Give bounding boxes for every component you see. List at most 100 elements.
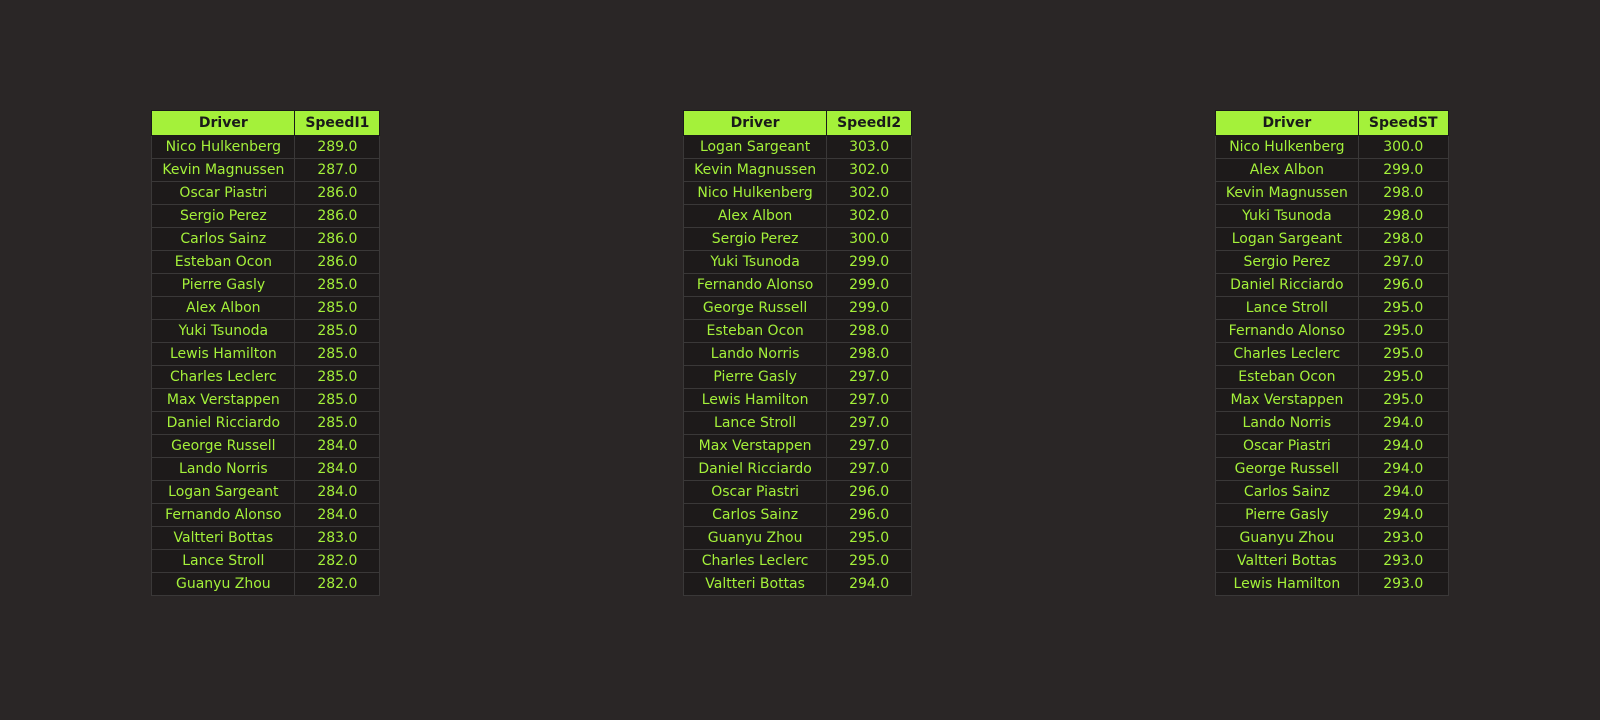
driver-cell: Kevin Magnussen (152, 159, 295, 182)
table-row: Guanyu Zhou295.0 (684, 527, 912, 550)
driver-cell: Lando Norris (152, 458, 295, 481)
driver-cell: Daniel Ricciardo (684, 458, 827, 481)
driver-cell: Carlos Sainz (1215, 481, 1358, 504)
tables-container: Driver SpeedI1 Nico Hulkenberg289.0Kevin… (0, 110, 1600, 596)
speed-cell: 298.0 (827, 320, 912, 343)
driver-cell: Alex Albon (152, 297, 295, 320)
driver-cell: Kevin Magnussen (684, 159, 827, 182)
table-row: Logan Sargeant298.0 (1215, 228, 1448, 251)
driver-cell: Yuki Tsunoda (1215, 205, 1358, 228)
driver-cell: Lance Stroll (1215, 297, 1358, 320)
speed-cell: 285.0 (295, 412, 380, 435)
driver-cell: Guanyu Zhou (684, 527, 827, 550)
driver-cell: Carlos Sainz (684, 504, 827, 527)
driver-cell: Fernando Alonso (684, 274, 827, 297)
driver-cell: Sergio Perez (1215, 251, 1358, 274)
speed-cell: 293.0 (1358, 527, 1448, 550)
table-row: Fernando Alonso284.0 (152, 504, 380, 527)
speed-cell: 299.0 (827, 251, 912, 274)
table-row: Oscar Piastri294.0 (1215, 435, 1448, 458)
driver-cell: Pierre Gasly (152, 274, 295, 297)
table-row: Carlos Sainz296.0 (684, 504, 912, 527)
speed-cell: 302.0 (827, 205, 912, 228)
driver-cell: Valtteri Bottas (684, 573, 827, 596)
table-row: Lance Stroll282.0 (152, 550, 380, 573)
table-row: Alex Albon285.0 (152, 297, 380, 320)
driver-cell: Charles Leclerc (1215, 343, 1358, 366)
table-row: Yuki Tsunoda299.0 (684, 251, 912, 274)
speed-cell: 298.0 (1358, 228, 1448, 251)
table-row: Valtteri Bottas293.0 (1215, 550, 1448, 573)
speed-cell: 295.0 (1358, 320, 1448, 343)
table-row: Kevin Magnussen298.0 (1215, 182, 1448, 205)
speed-cell: 287.0 (295, 159, 380, 182)
speedi2-table: Driver SpeedI2 Logan Sargeant303.0Kevin … (683, 110, 912, 596)
driver-cell: Oscar Piastri (1215, 435, 1358, 458)
table-row: Sergio Perez286.0 (152, 205, 380, 228)
table-row: Charles Leclerc285.0 (152, 366, 380, 389)
column-header-speed: SpeedI2 (827, 111, 912, 136)
table-row: Lewis Hamilton297.0 (684, 389, 912, 412)
driver-cell: George Russell (152, 435, 295, 458)
table-row: Yuki Tsunoda298.0 (1215, 205, 1448, 228)
table-row: Kevin Magnussen302.0 (684, 159, 912, 182)
speed-cell: 295.0 (1358, 389, 1448, 412)
driver-cell: Daniel Ricciardo (1215, 274, 1358, 297)
driver-cell: Alex Albon (1215, 159, 1358, 182)
table-row: Daniel Ricciardo297.0 (684, 458, 912, 481)
speed-cell: 295.0 (827, 550, 912, 573)
table-row: Oscar Piastri296.0 (684, 481, 912, 504)
table-row: Charles Leclerc295.0 (684, 550, 912, 573)
speedi1-table: Driver SpeedI1 Nico Hulkenberg289.0Kevin… (151, 110, 380, 596)
table-row: Alex Albon299.0 (1215, 159, 1448, 182)
driver-cell: Pierre Gasly (1215, 504, 1358, 527)
table-row: Nico Hulkenberg289.0 (152, 136, 380, 159)
table-row: Lando Norris294.0 (1215, 412, 1448, 435)
speed-cell: 298.0 (1358, 205, 1448, 228)
driver-cell: George Russell (1215, 458, 1358, 481)
speed-cell: 297.0 (827, 458, 912, 481)
speed-cell: 289.0 (295, 136, 380, 159)
speed-cell: 295.0 (1358, 366, 1448, 389)
driver-cell: Pierre Gasly (684, 366, 827, 389)
speed-cell: 300.0 (827, 228, 912, 251)
driver-cell: Lewis Hamilton (1215, 573, 1358, 596)
driver-cell: Nico Hulkenberg (684, 182, 827, 205)
driver-cell: Sergio Perez (152, 205, 295, 228)
table-row: Guanyu Zhou293.0 (1215, 527, 1448, 550)
driver-cell: Valtteri Bottas (1215, 550, 1358, 573)
driver-cell: Oscar Piastri (684, 481, 827, 504)
speed-cell: 293.0 (1358, 550, 1448, 573)
driver-cell: Yuki Tsunoda (152, 320, 295, 343)
driver-cell: Logan Sargeant (684, 136, 827, 159)
speed-cell: 299.0 (1358, 159, 1448, 182)
driver-cell: Esteban Ocon (1215, 366, 1358, 389)
speed-cell: 293.0 (1358, 573, 1448, 596)
table-row: Valtteri Bottas283.0 (152, 527, 380, 550)
table-row: Esteban Ocon295.0 (1215, 366, 1448, 389)
speed-cell: 282.0 (295, 573, 380, 596)
speed-cell: 296.0 (827, 504, 912, 527)
table-row: Sergio Perez300.0 (684, 228, 912, 251)
driver-cell: Lando Norris (1215, 412, 1358, 435)
table-row: Kevin Magnussen287.0 (152, 159, 380, 182)
driver-cell: Max Verstappen (152, 389, 295, 412)
speed-cell: 285.0 (295, 274, 380, 297)
table-row: Guanyu Zhou282.0 (152, 573, 380, 596)
driver-cell: Guanyu Zhou (152, 573, 295, 596)
speed-cell: 297.0 (827, 435, 912, 458)
table-row: Max Verstappen285.0 (152, 389, 380, 412)
table-row: Esteban Ocon286.0 (152, 251, 380, 274)
speed-cell: 285.0 (295, 320, 380, 343)
driver-cell: Lando Norris (684, 343, 827, 366)
table-row: Carlos Sainz286.0 (152, 228, 380, 251)
table-row: Max Verstappen295.0 (1215, 389, 1448, 412)
table-row: Lewis Hamilton285.0 (152, 343, 380, 366)
table-row: Max Verstappen297.0 (684, 435, 912, 458)
table-row: Lando Norris298.0 (684, 343, 912, 366)
speed-cell: 300.0 (1358, 136, 1448, 159)
speedst-tbody: Nico Hulkenberg300.0Alex Albon299.0Kevin… (1215, 136, 1448, 596)
speed-cell: 286.0 (295, 228, 380, 251)
table-header-row: Driver SpeedI1 (152, 111, 380, 136)
speed-cell: 294.0 (1358, 435, 1448, 458)
